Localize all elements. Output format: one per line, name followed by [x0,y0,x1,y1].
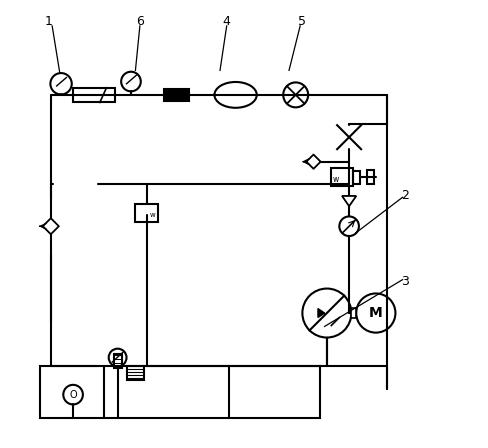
Text: 4: 4 [223,15,230,28]
Bar [126,366,144,380]
Text: 5: 5 [298,15,306,28]
Bar [135,204,157,222]
Text: O: O [69,390,77,400]
Text: 1: 1 [44,15,52,28]
Text: w: w [332,175,339,184]
Bar [164,89,188,101]
Bar [73,88,115,103]
Text: w: w [149,212,155,218]
Bar [366,170,373,185]
Text: 6: 6 [136,15,143,28]
Bar [331,168,352,186]
Bar [40,366,320,418]
Bar [352,171,359,184]
Text: 3: 3 [400,276,408,289]
Text: M: M [368,306,382,320]
Polygon shape [317,309,324,318]
Bar [113,354,122,368]
Text: 2: 2 [400,189,408,202]
Bar [351,308,356,319]
